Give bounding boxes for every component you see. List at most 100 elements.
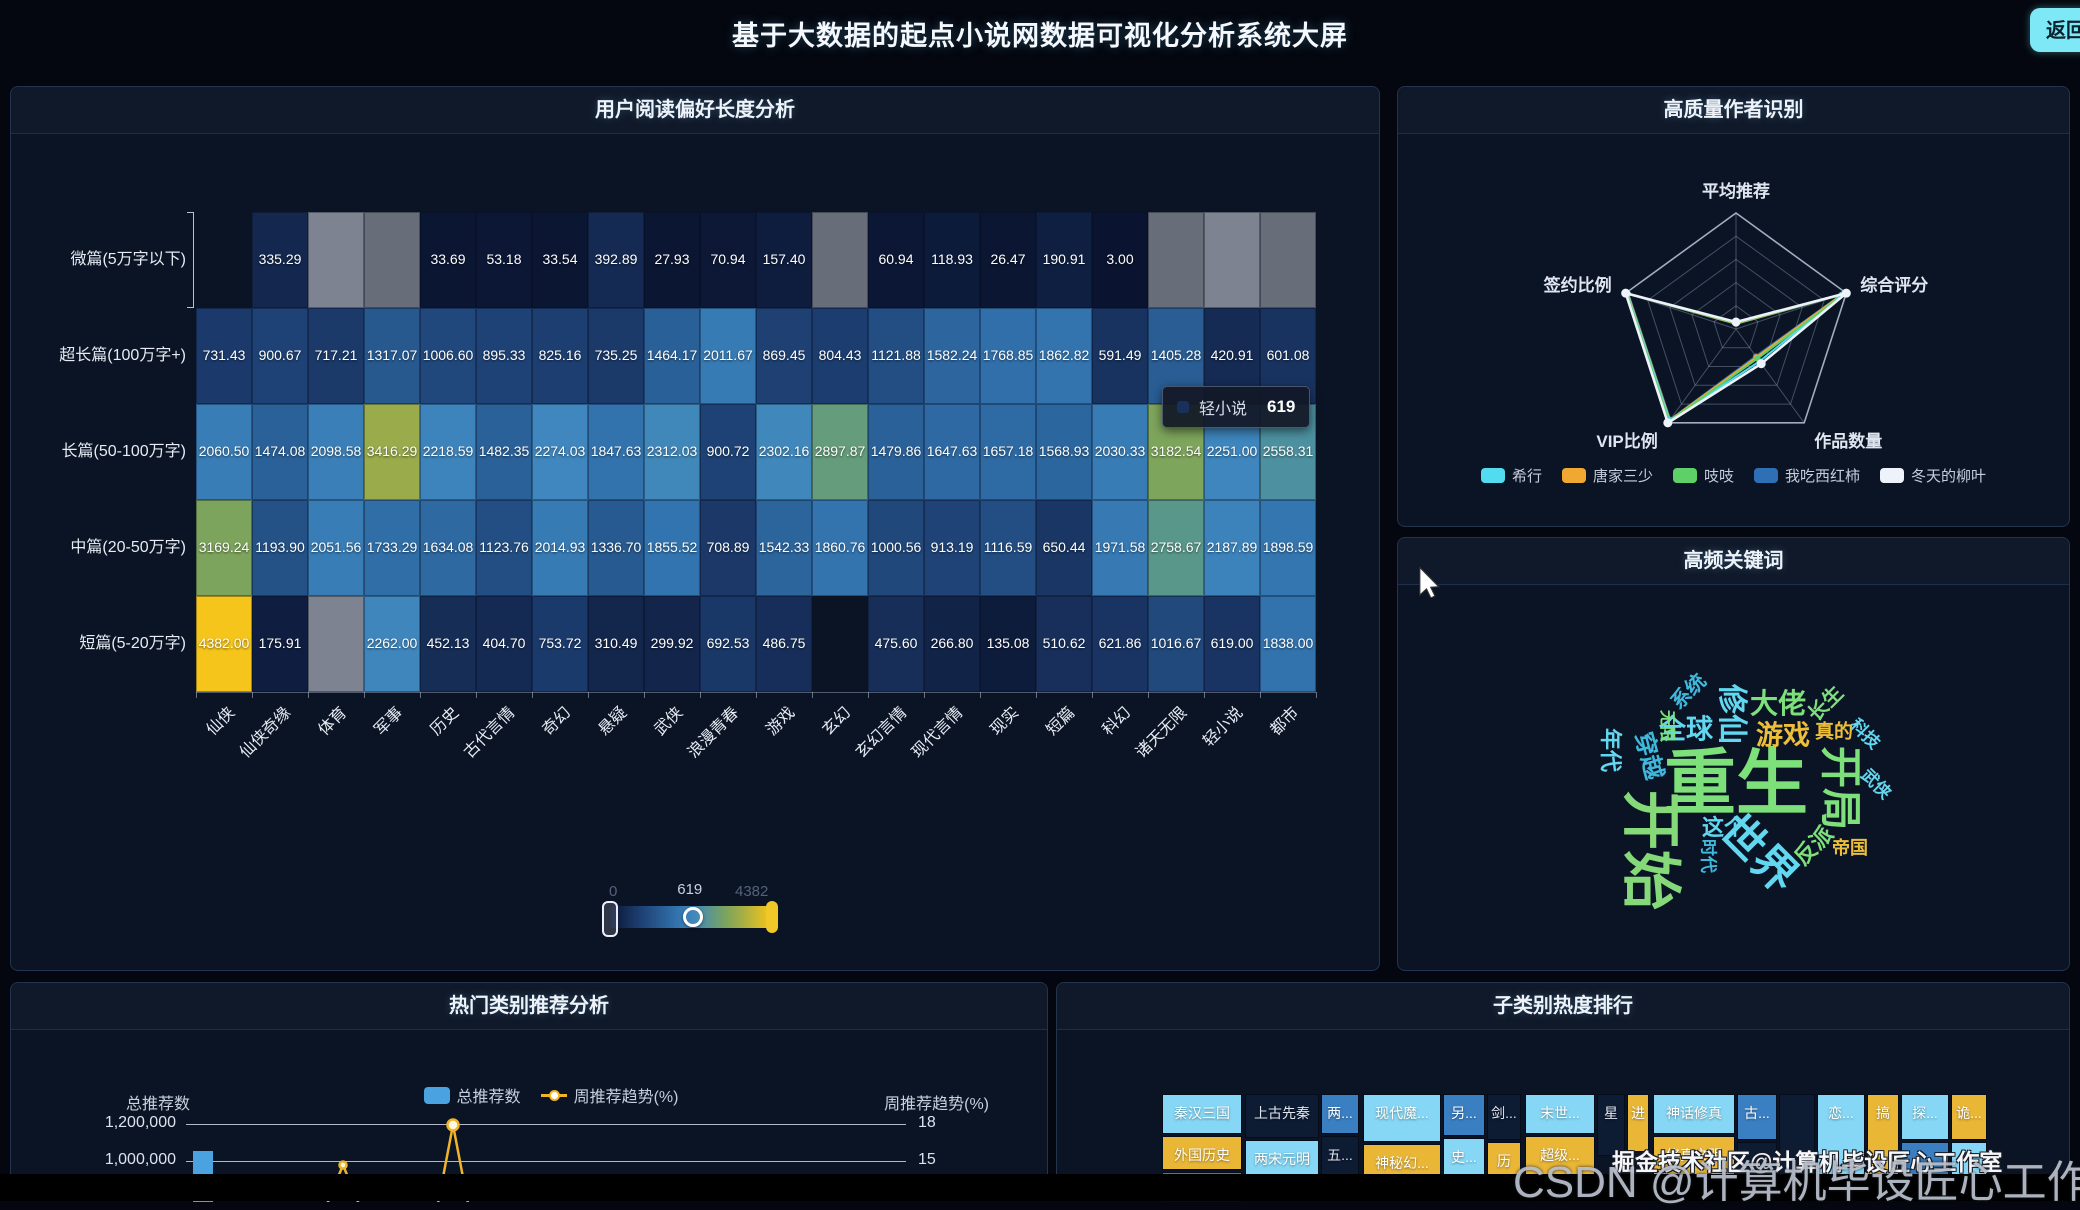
heatmap-cell[interactable]: 2011.67: [700, 308, 756, 404]
heatmap-cell[interactable]: 2187.89: [1204, 500, 1260, 596]
visualmap-max-handle[interactable]: [766, 901, 778, 933]
wordcloud-word[interactable]: 重生: [1663, 744, 1809, 824]
heatmap-cell[interactable]: 1647.63: [924, 404, 980, 500]
heatmap-cell[interactable]: 3169.24: [196, 500, 252, 596]
treemap-tile[interactable]: 秦汉三国: [1162, 1094, 1242, 1134]
heatmap-cell[interactable]: 60.94: [868, 212, 924, 308]
wordcloud-word[interactable]: 年代: [1598, 727, 1623, 773]
treemap-tile[interactable]: 诡...: [1951, 1094, 1987, 1140]
heatmap-cell[interactable]: 452.13: [420, 596, 476, 692]
wordcloud-word[interactable]: 帝国: [1832, 838, 1868, 858]
heatmap-cell[interactable]: 1898.59: [1260, 500, 1316, 596]
back-button[interactable]: 返回首页: [2030, 8, 2080, 52]
heatmap-cell[interactable]: 1482.35: [476, 404, 532, 500]
heatmap-cell[interactable]: 1006.60: [420, 308, 476, 404]
heatmap-cell[interactable]: 33.69: [420, 212, 476, 308]
heatmap-cell[interactable]: [364, 212, 420, 308]
radar-legend-item[interactable]: 希行: [1480, 465, 1542, 486]
wordcloud-word[interactable]: 真的: [1814, 721, 1854, 743]
treemap-tile[interactable]: 史...: [1443, 1138, 1485, 1180]
heatmap-cell[interactable]: 2302.16: [756, 404, 812, 500]
treemap-tile[interactable]: 两宋元明: [1245, 1140, 1319, 1180]
heatmap-cell[interactable]: 2312.03: [644, 404, 700, 500]
treemap-tile[interactable]: [1901, 1142, 1949, 1178]
treemap-tile[interactable]: 现代魔...: [1363, 1094, 1441, 1142]
heatmap-cell[interactable]: 1479.86: [868, 404, 924, 500]
heatmap-cell[interactable]: 2030.33: [1092, 404, 1148, 500]
wordcloud-word[interactable]: 全球: [1659, 714, 1713, 745]
heatmap-cell[interactable]: 299.92: [644, 596, 700, 692]
treemap-tile[interactable]: 剑...: [1487, 1094, 1521, 1140]
wordcloud-word[interactable]: 开局: [1817, 745, 1864, 831]
heatmap-cell[interactable]: 1317.07: [364, 308, 420, 404]
heatmap-cell[interactable]: 2758.67: [1148, 500, 1204, 596]
heatmap-cell[interactable]: 619.00: [1204, 596, 1260, 692]
heatmap-cell[interactable]: 1971.58: [1092, 500, 1148, 596]
heatmap-cell[interactable]: 1116.59: [980, 500, 1036, 596]
treemap-tile[interactable]: 末世...: [1525, 1094, 1595, 1134]
radar-chart[interactable]: 平均推荐 综合评分 作品数量 VIP比例 签约比例 希行 唐家三少 吱吱 我吃西红柿 冬天的柳叶: [1398, 87, 2069, 526]
heatmap-cell[interactable]: 1568.93: [1036, 404, 1092, 500]
radar-series-冬天的柳叶[interactable]: [1624, 291, 1848, 425]
heatmap-cell[interactable]: 717.21: [308, 308, 364, 404]
treemap-tile[interactable]: 超级...: [1525, 1136, 1595, 1180]
wordcloud-word[interactable]: 系统: [1667, 670, 1711, 714]
heatmap-cell[interactable]: 591.49: [1092, 308, 1148, 404]
heatmap-cell[interactable]: 753.72: [532, 596, 588, 692]
trend-legend-item[interactable]: 周推荐趋势(%): [540, 1083, 678, 1107]
heatmap-cell[interactable]: 1582.24: [924, 308, 980, 404]
heatmap-cell[interactable]: 475.60: [868, 596, 924, 692]
treemap-tile[interactable]: 神话修真: [1653, 1094, 1735, 1134]
radar-legend-item[interactable]: 吱吱: [1672, 465, 1734, 486]
wordcloud-word[interactable]: 开始: [1617, 790, 1684, 910]
heatmap-cell[interactable]: 2897.87: [812, 404, 868, 500]
treemap-tile[interactable]: 两...: [1321, 1094, 1359, 1134]
heatmap-cell[interactable]: 404.70: [476, 596, 532, 692]
heatmap-cell[interactable]: 310.49: [588, 596, 644, 692]
wordcloud-word[interactable]: 游戏: [1756, 720, 1810, 751]
treemap-tile[interactable]: 星: [1597, 1094, 1625, 1156]
radar-legend-item[interactable]: 我吃西红柿: [1754, 465, 1860, 486]
heatmap-cell[interactable]: 913.19: [924, 500, 980, 596]
heatmap-cell[interactable]: 2098.58: [308, 404, 364, 500]
heatmap-cell[interactable]: 157.40: [756, 212, 812, 308]
heatmap-cell[interactable]: 2274.03: [532, 404, 588, 500]
trend-legend-item[interactable]: 总推荐数: [423, 1083, 521, 1107]
heatmap-cell[interactable]: 895.33: [476, 308, 532, 404]
heatmap-cell[interactable]: 2218.59: [420, 404, 476, 500]
heatmap-cell[interactable]: 2060.50: [196, 404, 252, 500]
visualmap-indicator[interactable]: [683, 907, 704, 927]
wordcloud-chart[interactable]: 重生 开始 世界 开局 全球 修仙 大佬 游戏 真的 长生 系统 穿越 无限 年代 科技 武侠 这个 时代 反派 帝国: [1398, 538, 2069, 970]
heatmap-cell[interactable]: 825.16: [532, 308, 588, 404]
heatmap-cell[interactable]: 1768.85: [980, 308, 1036, 404]
heatmap-cell[interactable]: [1148, 212, 1204, 308]
heatmap-cell[interactable]: 1016.67: [1148, 596, 1204, 692]
heatmap-cell[interactable]: 1862.82: [1036, 308, 1092, 404]
treemap-tile[interactable]: 探...: [1901, 1094, 1949, 1140]
heatmap-cell[interactable]: 1464.17: [644, 308, 700, 404]
heatmap-cell[interactable]: 900.67: [252, 308, 308, 404]
wordcloud-word[interactable]: 无限: [1658, 709, 1675, 743]
treemap-tile[interactable]: 古...: [1737, 1094, 1777, 1140]
treemap-tile[interactable]: 外国历史: [1162, 1136, 1242, 1170]
heatmap-cell[interactable]: 1193.90: [252, 500, 308, 596]
heatmap-cell[interactable]: 175.91: [252, 596, 308, 692]
treemap-tile[interactable]: 历: [1487, 1142, 1521, 1180]
heatmap-chart[interactable]: 335.29 33.69 53.18 33.54 392.89 27.93 70.94 157…: [11, 87, 1379, 970]
heatmap-cell[interactable]: [812, 212, 868, 308]
heatmap-cell[interactable]: 900.72: [700, 404, 756, 500]
heatmap-cell[interactable]: 1860.76: [812, 500, 868, 596]
heatmap-cell[interactable]: 2262.00: [364, 596, 420, 692]
heatmap-cell[interactable]: 650.44: [1036, 500, 1092, 596]
wordcloud-word[interactable]: 长生: [1804, 682, 1848, 726]
heatmap-cell[interactable]: 692.53: [700, 596, 756, 692]
heatmap-cell[interactable]: 731.43: [196, 308, 252, 404]
heatmap-cell[interactable]: 53.18: [476, 212, 532, 308]
heatmap-cell[interactable]: 26.47: [980, 212, 1036, 308]
treemap-chart[interactable]: 秦汉三国 外国历史 上古先秦 两宋元明 两... 五... 现代魔... 神秘幻... 另...…: [1057, 983, 2069, 1202]
heatmap-cell[interactable]: [308, 212, 364, 308]
heatmap-cell[interactable]: 510.62: [1036, 596, 1092, 692]
heatmap-cell[interactable]: 3416.29: [364, 404, 420, 500]
wordcloud-word[interactable]: 时代: [1698, 839, 1718, 873]
visualmap-min-handle[interactable]: [602, 901, 618, 937]
